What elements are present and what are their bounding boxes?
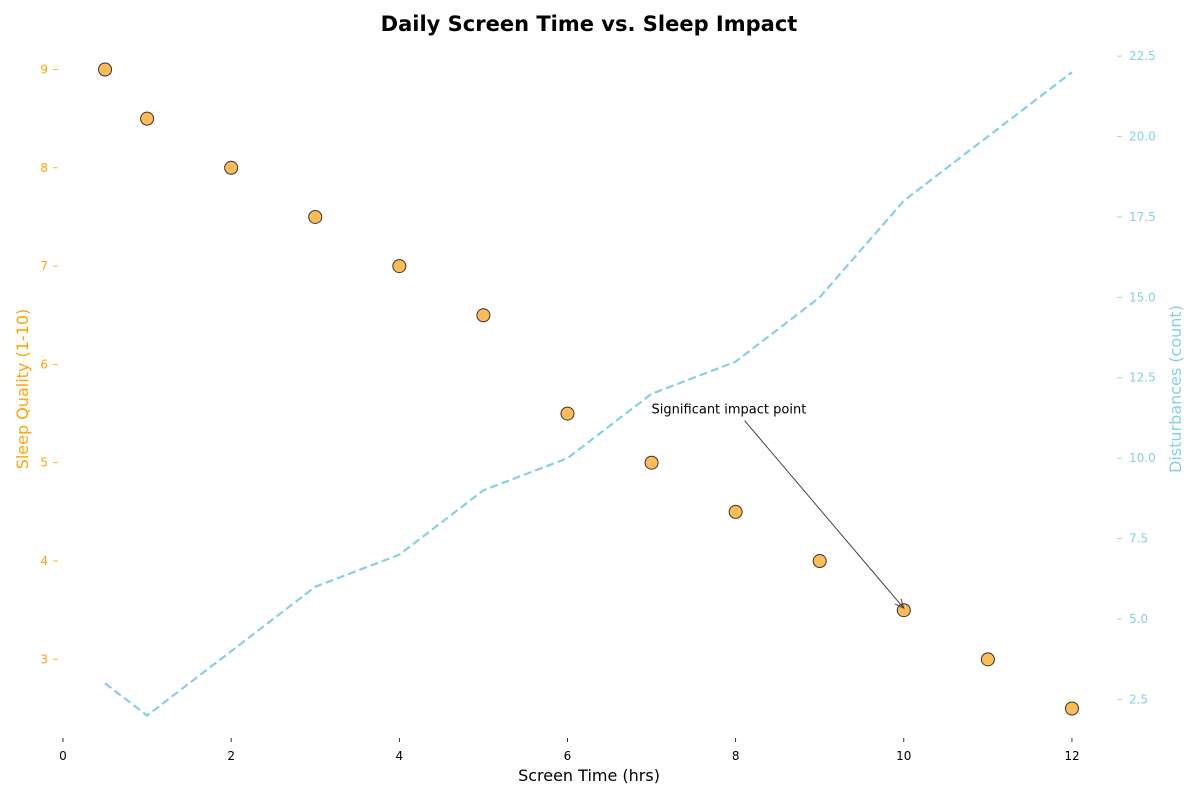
sleep-quality-scatter-layer xyxy=(98,62,1079,716)
y-right-tick-label: 22.5 xyxy=(1129,49,1156,63)
x-tick-label: 0 xyxy=(59,749,67,763)
chart-title: Daily Screen Time vs. Sleep Impact xyxy=(381,12,798,36)
y-left-tick-label: 3 xyxy=(40,652,48,666)
x-tick-label: 8 xyxy=(732,749,740,763)
y-right-tick-label: 5.0 xyxy=(1129,612,1148,626)
y-axis-left-ticks: 3 4 5 6 7 8 9 xyxy=(40,62,58,666)
disturbances-line-layer xyxy=(104,71,1073,717)
sleep-quality-point xyxy=(392,259,407,274)
sleep-quality-point xyxy=(728,504,743,519)
sleep-quality-point xyxy=(224,160,239,175)
y-right-tick-label: 12.5 xyxy=(1129,371,1156,385)
y-right-tick-label: 17.5 xyxy=(1129,210,1156,224)
y-axis-right-ticks: 2.5 5.0 7.5 10.0 12.5 15.0 17.5 20.0 22.5 xyxy=(1117,49,1156,706)
sleep-quality-point xyxy=(1064,701,1079,716)
x-tick-label: 10 xyxy=(896,749,911,763)
annotation-arrow-head xyxy=(894,598,905,610)
x-tick-label: 4 xyxy=(395,749,403,763)
y-right-tick-label: 10.0 xyxy=(1129,451,1156,465)
sleep-quality-point xyxy=(812,554,827,569)
annotation-text: Significant impact point xyxy=(652,403,807,418)
sleep-quality-point xyxy=(560,406,575,421)
y-axis-right-label: Disturbances (count) xyxy=(1166,305,1185,473)
y-right-tick-label: 15.0 xyxy=(1129,290,1156,304)
x-axis-label: Screen Time (hrs) xyxy=(518,766,660,785)
y-right-tick-label: 2.5 xyxy=(1129,692,1148,706)
annotation-arrow-line xyxy=(744,420,905,609)
sleep-quality-point xyxy=(98,62,113,77)
sleep-quality-point xyxy=(308,209,323,224)
sleep-quality-point xyxy=(140,111,155,126)
y-left-tick-label: 7 xyxy=(40,259,48,273)
y-right-tick-label: 7.5 xyxy=(1129,532,1148,546)
x-tick-label: 6 xyxy=(564,749,572,763)
sleep-quality-point xyxy=(476,308,491,323)
y-left-tick-label: 5 xyxy=(40,456,48,470)
y-axis-left-label: Sleep Quality (1-10) xyxy=(13,309,32,470)
x-tick-label: 12 xyxy=(1064,749,1079,763)
y-right-tick-label: 20.0 xyxy=(1129,129,1156,143)
sleep-quality-point xyxy=(980,652,995,667)
y-left-tick-label: 4 xyxy=(40,554,48,568)
y-left-tick-label: 6 xyxy=(40,357,48,371)
y-left-tick-label: 8 xyxy=(40,161,48,175)
disturbances-line xyxy=(104,71,1073,717)
y-left-tick-label: 9 xyxy=(40,62,48,76)
x-axis-ticks: 0 2 4 6 8 10 12 xyxy=(59,738,1080,763)
annotation: Significant impact point xyxy=(652,403,905,610)
sleep-quality-point xyxy=(644,455,659,470)
x-tick-label: 2 xyxy=(227,749,235,763)
